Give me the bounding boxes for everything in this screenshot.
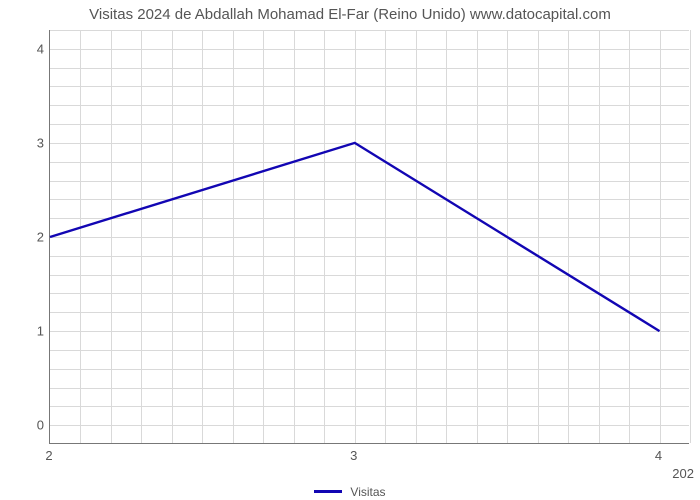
y-tick-label: 0 <box>28 418 44 433</box>
x-axis-secondary-label: 202 <box>672 466 694 481</box>
x-tick-label: 3 <box>350 448 357 463</box>
legend-label: Visitas <box>350 485 385 499</box>
y-tick-label: 2 <box>28 230 44 245</box>
chart-container: { "chart": { "type": "line", "title": "V… <box>0 0 700 500</box>
x-tick-label: 4 <box>655 448 662 463</box>
y-tick-label: 1 <box>28 324 44 339</box>
chart-title: Visitas 2024 de Abdallah Mohamad El-Far … <box>0 6 700 23</box>
legend: Visitas <box>0 484 700 499</box>
gridline-v <box>690 30 691 443</box>
plot-area <box>49 30 689 444</box>
y-tick-label: 3 <box>28 135 44 150</box>
y-tick-label: 4 <box>28 41 44 56</box>
line-layer <box>50 30 689 443</box>
legend-swatch <box>314 490 342 493</box>
x-tick-label: 2 <box>45 448 52 463</box>
series-line <box>50 143 660 331</box>
